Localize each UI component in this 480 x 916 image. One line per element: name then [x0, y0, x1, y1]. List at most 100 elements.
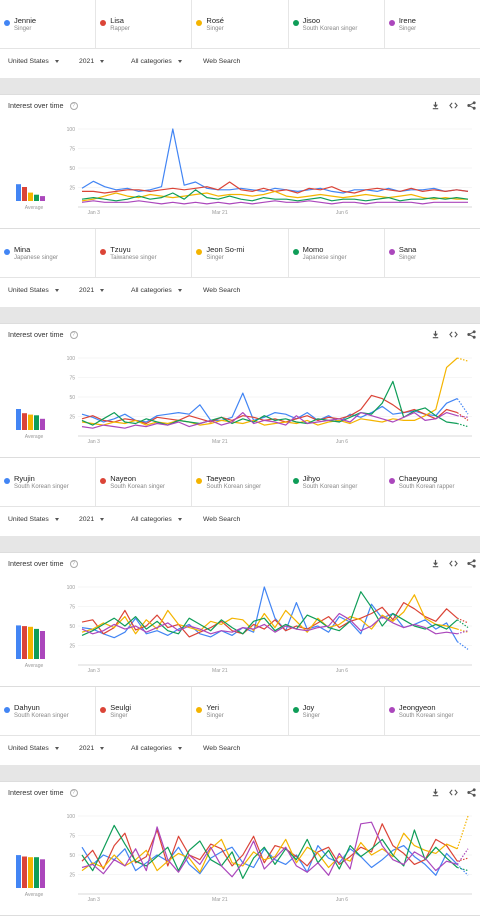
help-icon[interactable]: ? — [69, 331, 78, 340]
partial-data-segment — [456, 412, 469, 421]
download-icon[interactable] — [431, 788, 440, 797]
average-label: Average — [24, 663, 44, 669]
search-term-1[interactable]: Seulgi Singer — [96, 687, 193, 735]
filter-category-dropdown[interactable]: All categories — [131, 287, 182, 294]
filter-region-dropdown[interactable]: United States — [8, 745, 59, 752]
embed-code-icon[interactable] — [449, 788, 458, 797]
series-line-seulgi[interactable] — [81, 823, 458, 870]
average-bar-3 — [34, 857, 39, 888]
filter-category-dropdown[interactable]: All categories — [131, 745, 182, 752]
download-icon[interactable] — [431, 559, 440, 568]
series-line-chaeyoung[interactable] — [81, 612, 458, 635]
series-line-jennie[interactable] — [81, 128, 469, 194]
search-term-4[interactable]: Jeongyeon South Korean singer — [385, 687, 480, 735]
search-term-3[interactable]: Joy Singer — [289, 687, 385, 735]
search-term-4[interactable]: Chaeyoung South Korean rapper — [385, 458, 480, 506]
search-term-0[interactable]: Dahyun South Korean singer — [0, 687, 97, 735]
filter-category-dropdown[interactable]: All categories — [131, 516, 182, 523]
filter-search-type-dropdown[interactable]: Web Search — [203, 287, 240, 294]
series-line-jeongyeon[interactable] — [81, 821, 458, 878]
help-icon[interactable]: ? — [69, 789, 78, 798]
y-tick-label: 25 — [69, 186, 75, 192]
filter-year-dropdown[interactable]: 2021 — [79, 745, 105, 752]
embed-code-icon[interactable] — [449, 559, 458, 568]
filter-year-dropdown[interactable]: 2021 — [79, 516, 105, 523]
series-line-jeon-so-mi[interactable] — [81, 357, 458, 426]
y-tick-label: 75 — [69, 605, 75, 611]
filter-category-dropdown[interactable]: All categories — [131, 58, 182, 65]
interest-title: Interest over time — [8, 559, 64, 568]
partial-data-segment — [457, 422, 469, 428]
search-term-0[interactable]: Mina Japanese singer — [0, 229, 97, 277]
search-term-1[interactable]: Nayeon South Korean singer — [96, 458, 193, 506]
filter-region-dropdown[interactable]: United States — [8, 287, 59, 294]
search-term-2[interactable]: Rosé Singer — [192, 0, 289, 48]
term-color-dot — [196, 707, 203, 713]
average-bar-2 — [28, 414, 33, 430]
filter-label: Web Search — [203, 58, 241, 65]
trend-line-chart: 25 50 75 100 Jan 3 Mar 21 Jun 6 — [64, 583, 476, 677]
compare-terms-row: Mina Japanese singer Tzuyu Taiwanese singer… — [0, 229, 480, 277]
term-name: Joy — [302, 703, 315, 712]
series-line-ros-[interactable] — [81, 190, 468, 202]
download-icon[interactable] — [431, 330, 440, 339]
term-description: Taiwanese singer — [110, 255, 157, 261]
series-line-momo[interactable] — [81, 380, 458, 426]
share-icon[interactable] — [467, 559, 476, 568]
search-term-0[interactable]: Jennie Singer — [0, 0, 97, 48]
term-description: Singer — [14, 26, 32, 32]
embed-code-icon[interactable] — [449, 101, 458, 110]
search-term-1[interactable]: Tzuyu Taiwanese singer — [96, 229, 193, 277]
series-line-mina[interactable] — [81, 392, 458, 423]
partial-data-segment — [457, 857, 469, 862]
average-bars: Average — [12, 583, 52, 669]
filter-region-dropdown[interactable]: United States — [8, 58, 59, 65]
search-term-3[interactable]: Jisoo South Korean singer — [289, 0, 385, 48]
search-term-1[interactable]: Lisa Rapper — [96, 0, 193, 48]
series-line-jihyo[interactable] — [81, 591, 458, 636]
term-description: Singer — [206, 255, 224, 261]
series-line-dahyun[interactable] — [81, 844, 458, 876]
search-term-4[interactable]: Irene Singer — [385, 0, 480, 48]
term-description: South Korean singer — [110, 484, 165, 490]
search-term-2[interactable]: Jeon So-mi Singer — [192, 229, 289, 277]
series-line-tzuyu[interactable] — [81, 394, 458, 425]
search-term-2[interactable]: Taeyeon South Korean singer — [192, 458, 289, 506]
filter-bar: United States 2021 All categories Web Searc… — [0, 277, 480, 307]
search-term-3[interactable]: Momo Japanese singer — [289, 229, 385, 277]
series-line-joy[interactable] — [81, 824, 458, 880]
series-line-yeri[interactable] — [81, 832, 458, 873]
series-line-irene[interactable] — [81, 200, 468, 205]
filter-region-dropdown[interactable]: United States — [8, 516, 59, 523]
term-description: Singer — [398, 26, 417, 32]
series-line-sana[interactable] — [81, 411, 458, 429]
search-term-0[interactable]: Ryujin South Korean singer — [0, 458, 97, 506]
filter-year-dropdown[interactable]: 2021 — [79, 287, 105, 294]
series-line-taeyeon[interactable] — [81, 594, 458, 635]
download-icon[interactable] — [431, 101, 440, 110]
filter-year-dropdown[interactable]: 2021 — [79, 58, 105, 65]
search-term-4[interactable]: Sana Singer — [385, 229, 480, 277]
trend-line-chart: 25 50 75 100 Jan 3 Mar 21 Jun 6 — [64, 354, 476, 448]
embed-code-icon[interactable] — [449, 330, 458, 339]
help-icon[interactable]: ? — [69, 560, 78, 569]
share-icon[interactable] — [467, 330, 476, 339]
filter-search-type-dropdown[interactable]: Web Search — [203, 516, 240, 523]
filter-label: All categories — [131, 745, 172, 752]
search-term-3[interactable]: Jihyo South Korean singer — [289, 458, 385, 506]
section-separator — [0, 765, 480, 781]
filter-search-type-dropdown[interactable]: Web Search — [203, 58, 240, 65]
y-tick-label: 100 — [67, 814, 76, 820]
search-term-2[interactable]: Yeri Singer — [192, 687, 289, 735]
card-actions — [431, 330, 476, 339]
x-tick-label: Mar 21 — [212, 439, 228, 445]
share-icon[interactable] — [467, 788, 476, 797]
x-tick-label: Mar 21 — [212, 668, 228, 674]
partial-data-segment — [456, 848, 469, 865]
filter-search-type-dropdown[interactable]: Web Search — [203, 745, 240, 752]
help-icon[interactable]: ? — [69, 102, 78, 111]
average-bar-1 — [22, 413, 27, 430]
series-line-jisoo[interactable] — [81, 189, 469, 202]
chevron-down-icon — [177, 59, 182, 63]
share-icon[interactable] — [467, 101, 476, 110]
